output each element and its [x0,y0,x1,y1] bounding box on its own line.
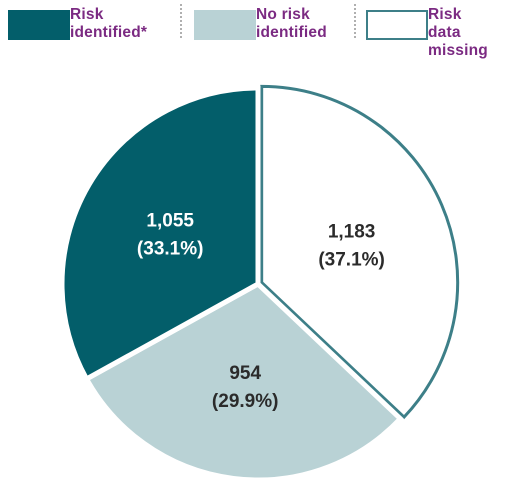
slice-percent-label-no-risk-identified: (29.9%) [212,391,279,412]
slice-value-label-risk-identified: 1,055 [146,210,194,231]
legend-swatch-risk-data-missing [366,10,428,40]
legend-label-line: missing [428,42,488,59]
legend-label-risk-data-missing: Risk data missing [428,6,488,60]
pie-slice-risk-identified [59,85,261,383]
pie-slice-risk-data-missing [260,84,460,420]
legend-label-risk-identified: Risk identified* [70,6,147,42]
slice-value-label-risk-data-missing: 1,183 [328,222,376,243]
legend-label-line: Risk data [428,6,462,41]
slice-value-label-no-risk-identified: 954 [229,363,261,384]
chart-legend: Risk identified* No risk identified Risk… [0,0,516,59]
legend-swatch-risk-identified [8,10,70,40]
legend-label-line: identified* [70,24,148,41]
legend-separator [354,4,358,38]
legend-swatch-no-risk-identified [194,10,256,40]
legend-label-line: Risk [70,6,104,23]
pie-slice-no-risk-identified [83,280,404,483]
legend-label-line: No risk [256,6,310,23]
slice-percent-label-risk-data-missing: (37.1%) [318,250,385,271]
legend-label-line: identified [256,24,327,41]
slice-percent-label-risk-identified: (33.1%) [137,238,204,259]
legend-separator [180,4,184,38]
legend-label-no-risk-identified: No risk identified [256,6,327,42]
